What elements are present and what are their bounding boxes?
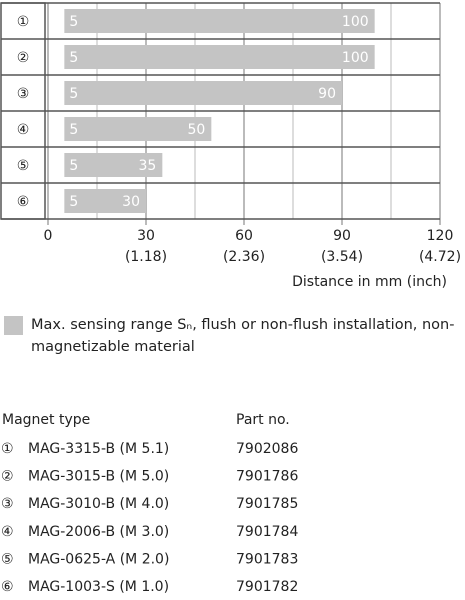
x-tick-inch-label: (2.36)	[223, 249, 265, 265]
category-label: ⑥	[17, 194, 30, 210]
category-label: ③	[17, 86, 30, 102]
bar-end-label: 30	[122, 194, 140, 210]
bar-start-label: 5	[69, 14, 78, 30]
bar-end-label: 50	[188, 122, 206, 138]
table-part-no: 7901785	[236, 496, 298, 512]
table-magnet: MAG-2006-B (M 3.0)	[28, 524, 169, 540]
category-label: ①	[17, 14, 30, 30]
table-header: Part no.	[236, 412, 290, 428]
x-tick-inch-label: (1.18)	[125, 249, 167, 265]
category-label: ②	[17, 50, 30, 66]
table-number: ②	[1, 469, 14, 485]
x-tick-inch-label: (3.54)	[321, 249, 363, 265]
bar-start-label: 5	[69, 158, 78, 174]
table-header: Magnet type	[2, 412, 90, 428]
table-number: ④	[1, 524, 14, 540]
bar	[64, 9, 375, 33]
x-tick-label: 120	[427, 228, 454, 244]
table-part-no: 7901783	[236, 551, 298, 567]
x-tick-inch-label: (4.72)	[419, 249, 461, 265]
table-number: ⑤	[1, 551, 14, 567]
legend-swatch	[4, 316, 23, 335]
table-magnet: MAG-1003-S (M 1.0)	[28, 579, 169, 595]
bar	[64, 153, 163, 177]
table-magnet: MAG-3315-B (M 5.1)	[28, 441, 169, 457]
bar-end-label: 100	[342, 14, 369, 30]
table-number: ③	[1, 496, 14, 512]
bar-end-label: 35	[139, 158, 157, 174]
bar-end-label: 100	[342, 50, 369, 66]
legend: Max. sensing range Sₙ, flush or non-flus…	[4, 314, 459, 358]
bar	[64, 189, 146, 213]
table-part-no: 7902086	[236, 441, 298, 457]
bar	[64, 81, 342, 105]
category-label: ⑤	[17, 158, 30, 174]
table-part-no: 7901786	[236, 469, 298, 485]
x-axis-title: Distance in mm (inch)	[292, 274, 447, 290]
x-tick-label: 90	[333, 228, 351, 244]
table-magnet: MAG-0625-A (M 2.0)	[28, 551, 169, 567]
table-number: ⑥	[1, 579, 14, 595]
bar-start-label: 5	[69, 50, 78, 66]
legend-text: Max. sensing range Sₙ, flush or non-flus…	[31, 317, 455, 355]
category-label: ④	[17, 122, 30, 138]
table-magnet: MAG-3015-B (M 5.0)	[28, 469, 169, 485]
x-tick-label: 30	[137, 228, 155, 244]
bar	[64, 45, 375, 69]
bar	[64, 117, 212, 141]
table-number: ①	[1, 441, 14, 457]
bar-start-label: 5	[69, 122, 78, 138]
bar-start-label: 5	[69, 194, 78, 210]
table-part-no: 7901782	[236, 579, 298, 595]
bar-end-label: 90	[318, 86, 336, 102]
table-magnet: MAG-3010-B (M 4.0)	[28, 496, 169, 512]
table-part-no: 7901784	[236, 524, 298, 540]
x-tick-label: 0	[44, 228, 53, 244]
bar-start-label: 5	[69, 86, 78, 102]
x-tick-label: 60	[235, 228, 253, 244]
